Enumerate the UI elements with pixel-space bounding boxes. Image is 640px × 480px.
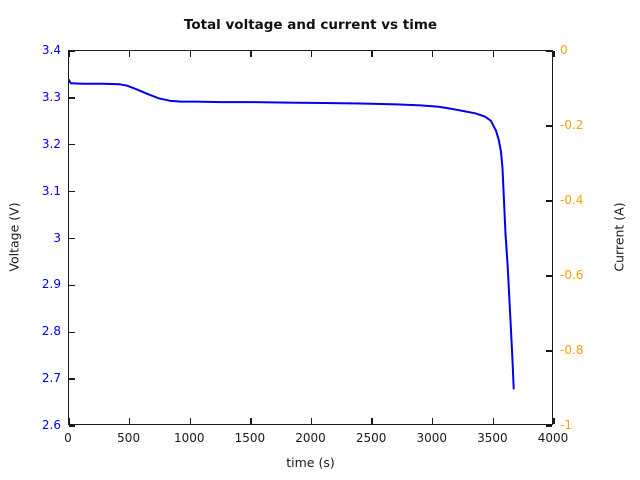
y-tick-label-right: -0.8 xyxy=(560,343,584,357)
x-tick-mark-top xyxy=(432,51,434,57)
voltage-line-series xyxy=(69,79,515,390)
x-tick-mark-top xyxy=(250,51,252,57)
y-tick-label-left: 3.1 xyxy=(41,183,61,198)
y-tick-mark-left xyxy=(69,97,75,99)
x-tick-mark-bottom xyxy=(553,418,555,424)
y-tick-mark-left xyxy=(69,425,75,427)
y-tick-label-right: -1 xyxy=(560,418,572,432)
plot-area xyxy=(68,50,555,427)
y-tick-mark-left xyxy=(69,144,75,146)
y-tick-mark-right xyxy=(546,350,552,352)
y-axis-label-right: Current (A) xyxy=(611,202,627,272)
x-tick-mark-bottom xyxy=(432,418,434,424)
x-tick-mark-bottom xyxy=(371,418,373,424)
x-tick-mark-top xyxy=(189,51,191,57)
y-tick-label-left: 2.9 xyxy=(41,277,61,292)
y-tick-mark-left xyxy=(69,50,75,52)
y-tick-mark-left xyxy=(69,237,75,240)
x-tick-label: 2000 xyxy=(295,431,326,445)
x-tick-label: 1000 xyxy=(173,431,205,445)
voltage-curve xyxy=(69,79,515,390)
x-tick-mark-top xyxy=(310,51,313,57)
x-tick-label: 4000 xyxy=(537,431,569,445)
x-tick-mark-top xyxy=(128,51,131,57)
y-tick-label-right: 0 xyxy=(560,43,568,57)
y-tick-mark-right xyxy=(546,125,552,127)
x-tick-mark-bottom xyxy=(189,418,191,424)
x-tick-label: 0 xyxy=(64,431,72,445)
x-tick-mark-top xyxy=(492,51,495,57)
y-tick-mark-right xyxy=(546,200,552,202)
y-tick-label-right: -0.2 xyxy=(560,118,584,132)
chart-title: Total voltage and current vs time xyxy=(183,17,438,33)
x-tick-mark-bottom xyxy=(68,418,70,424)
y-tick-label-left: 3.4 xyxy=(41,43,61,57)
y-tick-mark-right xyxy=(546,275,552,277)
y-tick-mark-left xyxy=(69,284,75,287)
y-tick-mark-right xyxy=(546,50,552,52)
x-tick-mark-bottom xyxy=(250,418,252,424)
y-tick-label-right: -0.6 xyxy=(560,268,584,282)
x-tick-label: 1500 xyxy=(234,431,266,445)
y-tick-label-left: 2.8 xyxy=(41,324,61,339)
x-axis-label: time (s) xyxy=(286,455,335,470)
y-tick-mark-right xyxy=(546,425,552,427)
y-tick-mark-left xyxy=(69,190,75,193)
x-tick-mark-top xyxy=(68,51,70,57)
x-tick-label: 3000 xyxy=(416,431,448,445)
y-tick-label-left: 2.7 xyxy=(41,371,61,386)
x-tick-label: 2500 xyxy=(355,431,387,445)
y-tick-label-left: 3.3 xyxy=(41,89,61,104)
x-tick-mark-bottom xyxy=(492,418,495,424)
x-tick-mark-top xyxy=(371,51,373,57)
x-tick-mark-bottom xyxy=(310,418,313,424)
y-tick-label-right: -0.4 xyxy=(560,193,584,207)
y-tick-mark-left xyxy=(69,331,75,333)
y-tick-label-left: 2.6 xyxy=(41,418,61,432)
y-tick-label-left: 3 xyxy=(53,230,61,245)
y-tick-mark-left xyxy=(69,378,75,380)
x-tick-label: 500 xyxy=(117,431,141,445)
y-tick-label-left: 3.2 xyxy=(41,136,61,151)
x-tick-mark-bottom xyxy=(128,418,131,424)
x-tick-mark-top xyxy=(553,51,555,57)
x-tick-label: 3500 xyxy=(477,431,508,445)
